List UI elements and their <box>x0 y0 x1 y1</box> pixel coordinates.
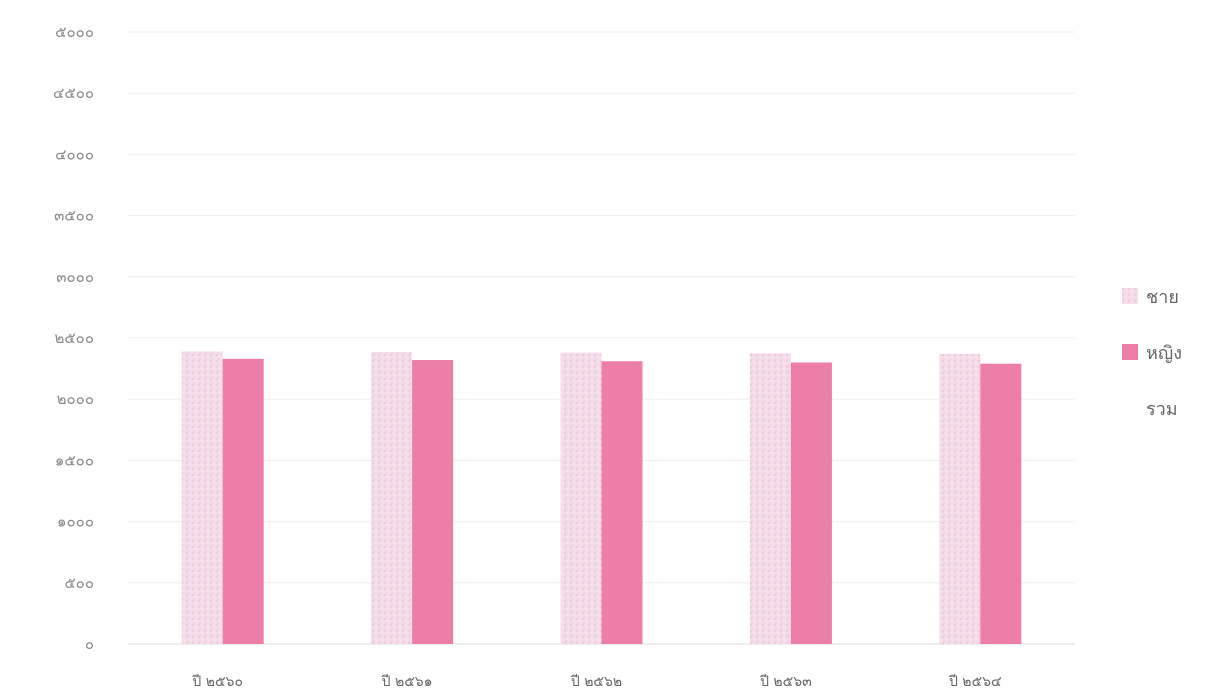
y-tick-label: ๐ <box>85 635 94 653</box>
legend-item: รวม <box>1122 399 1178 420</box>
x-axis: ปี ๒๕๖๐ ปี ๒๕๖๑ ปี ๒๕๖๒ ปี ๒๕๖๓ ปี ๒๕๖๔ <box>192 674 1002 690</box>
legend-item: ชาย <box>1122 287 1179 308</box>
y-tick-label: ๓๕๐๐ <box>54 207 94 225</box>
y-tick-label: ๔๐๐๐ <box>55 145 94 163</box>
bars <box>181 351 1022 644</box>
legend-label: รวม <box>1146 399 1178 420</box>
y-tick-label: ๑๕๐๐ <box>55 451 94 469</box>
bar-female <box>980 363 1022 644</box>
bar-male <box>749 353 791 644</box>
legend-label: ชาย <box>1146 287 1179 308</box>
x-tick-label: ปี ๒๕๖๐ <box>192 674 243 690</box>
legend-swatch <box>1122 344 1138 360</box>
legend-swatch <box>1122 288 1138 304</box>
y-tick-label: ๕๐๐ <box>64 574 94 592</box>
x-tick-label: ปี ๒๕๖๒ <box>570 674 622 690</box>
legend-label: หญิง <box>1146 343 1182 364</box>
bar-male <box>371 352 413 644</box>
y-tick-label: ๒๕๐๐ <box>54 329 94 347</box>
y-axis: ๐ ๕๐๐ ๑๐๐๐ ๑๕๐๐ ๒๐๐๐ ๒๕๐๐ ๓๐๐๐ ๓๕๐๐ ๔๐๐๐ ๔๕๐๐ ๕๐๐๐ <box>53 23 94 653</box>
bar-female <box>601 361 643 644</box>
bar-female <box>790 362 832 644</box>
legend-item: หญิง <box>1122 343 1182 364</box>
y-tick-label: ๓๐๐๐ <box>56 268 94 286</box>
bar-female <box>412 360 454 644</box>
bar-male <box>560 352 602 644</box>
x-tick-label: ปี ๒๕๖๓ <box>760 674 812 690</box>
y-tick-label: ๕๐๐๐ <box>55 23 94 41</box>
bar-male <box>939 353 981 644</box>
bar-female <box>222 358 264 644</box>
y-tick-label: ๑๐๐๐ <box>57 513 94 531</box>
x-tick-label: ปี ๒๕๖๑ <box>381 674 432 690</box>
legend-swatch <box>1122 400 1138 416</box>
y-tick-label: ๒๐๐๐ <box>57 390 94 408</box>
bar-male <box>181 351 223 644</box>
x-tick-label: ปี ๒๕๖๔ <box>948 674 1001 690</box>
y-tick-label: ๔๕๐๐ <box>53 84 94 102</box>
